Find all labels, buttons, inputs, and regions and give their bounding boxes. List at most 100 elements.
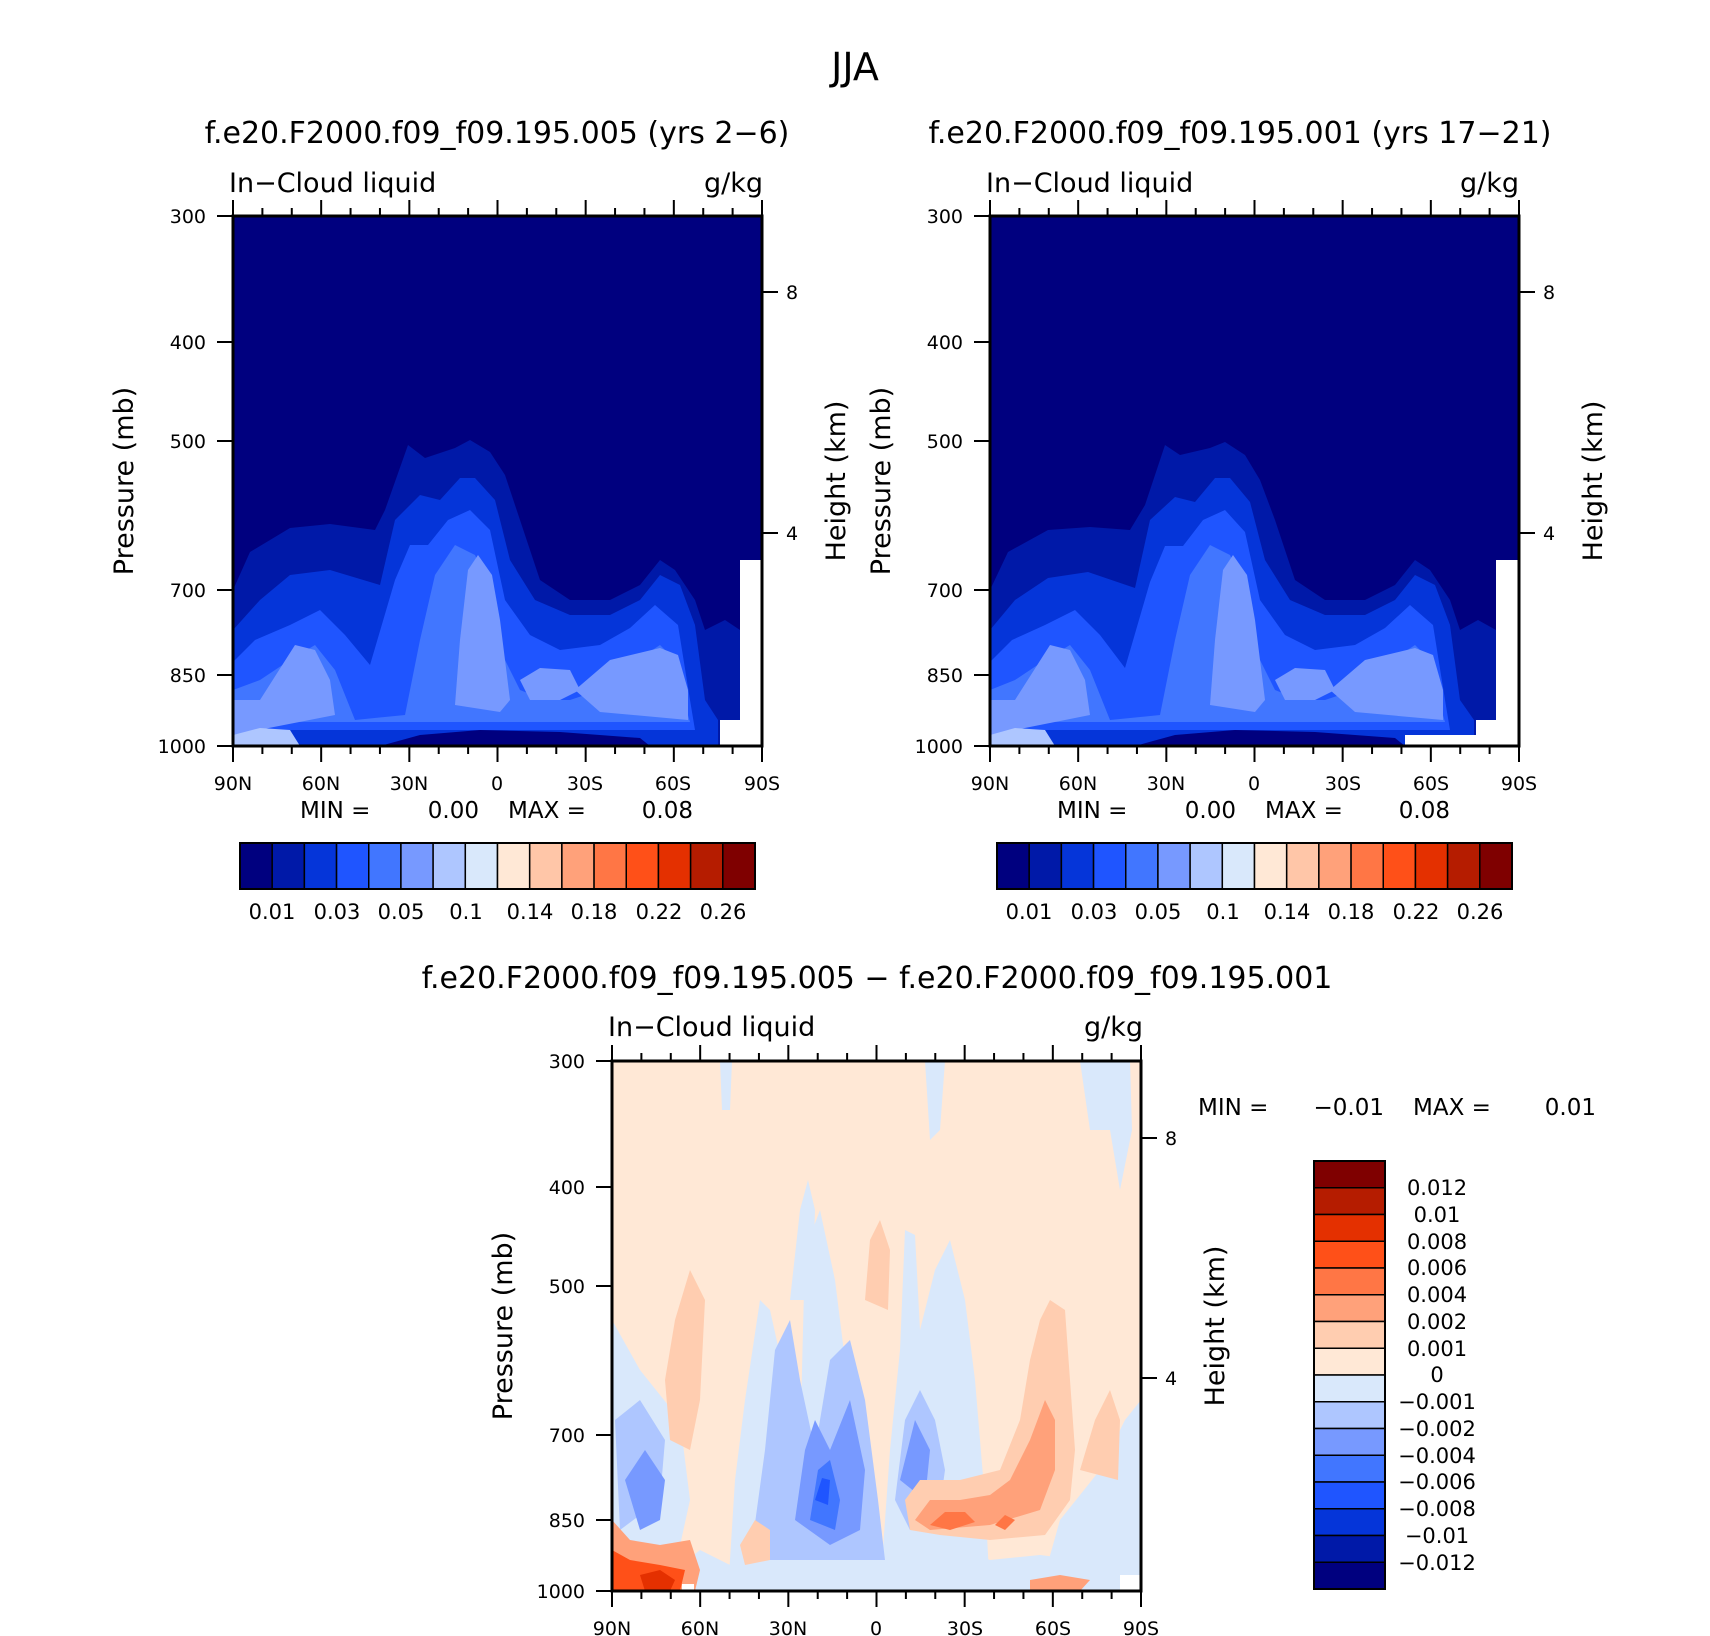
colorbar-label: 0.012: [1407, 1176, 1467, 1200]
colorbar-frame: [996, 842, 1513, 890]
y-tick-label: 500: [170, 431, 206, 453]
y-tick-label: 700: [170, 580, 206, 602]
max-value: 0.08: [1399, 798, 1450, 824]
colorbar-label: 0.01: [1006, 900, 1053, 924]
colorbar-frame: [239, 842, 756, 890]
y-tick-label: 300: [927, 206, 963, 228]
colorbar-swatch: [239, 842, 273, 890]
colorbar-label: −0.006: [1398, 1470, 1476, 1494]
x-tick-label: 60N: [302, 773, 340, 795]
panel-2-ticks: [974, 200, 1535, 762]
panel-2-title: f.e20.F2000.f09_f09.195.001 (yrs 17−21): [929, 116, 1552, 151]
panel-2-x-tick-labels: 90N 60N 30N 0 30S 60S 90S: [971, 773, 1537, 795]
max-value: 0.08: [642, 798, 693, 824]
colorbar-swatch: [1479, 842, 1513, 890]
panel-2-units-label: g/kg: [1460, 168, 1519, 199]
colorbar-swatch: [368, 842, 402, 890]
colorbar-swatch: [464, 842, 499, 890]
x-tick-label: 30S: [947, 1618, 983, 1636]
colorbar-label: 0.14: [1264, 900, 1311, 924]
panel-3-title: f.e20.F2000.f09_f09.195.005 − f.e20.F200…: [422, 961, 1333, 996]
colorbar-swatch: [1313, 1481, 1386, 1510]
y-tick-label: 400: [170, 332, 206, 354]
panel-2: f.e20.F2000.f09_f09.195.001 (yrs 17−21) …: [866, 116, 1609, 924]
panel-2-y2-tick-labels: 8 4: [1543, 282, 1555, 545]
y-tick-label: 1000: [158, 736, 206, 758]
colorbar-swatch: [561, 842, 595, 890]
panel-1-title: f.e20.F2000.f09_f09.195.005 (yrs 2−6): [205, 116, 790, 151]
colorbar-label: 0.22: [1393, 900, 1440, 924]
colorbar-swatch: [1313, 1561, 1386, 1590]
x-tick-label: 30S: [1325, 773, 1361, 795]
panel-3-ticks: [596, 1045, 1157, 1607]
colorbar-label: 0.006: [1407, 1256, 1467, 1280]
colorbar-label: 0.001: [1407, 1337, 1467, 1361]
y-tick-label: 1000: [915, 736, 963, 758]
x-tick-label: 90N: [593, 1618, 631, 1636]
colorbar-label: 0.008: [1407, 1230, 1467, 1254]
panel-3: f.e20.F2000.f09_f09.195.005 − f.e20.F200…: [422, 961, 1596, 1636]
colorbar-label: 0.03: [1071, 900, 1118, 924]
y2-tick-label: 8: [786, 282, 798, 304]
x-tick-label: 0: [491, 773, 503, 795]
colorbar-swatch: [1253, 842, 1288, 890]
colorbar-swatch: [496, 842, 531, 890]
colorbar-swatch: [1285, 842, 1320, 890]
colorbar-swatch: [722, 842, 756, 890]
min-value: −0.01: [1314, 1095, 1384, 1121]
y2-tick-label: 8: [1543, 282, 1555, 304]
min-value: 0.00: [428, 798, 479, 824]
colorbar-swatch: [303, 842, 338, 890]
panel-2-y2-axis-title: Height (km): [1578, 401, 1609, 562]
x-tick-label: 30N: [1147, 773, 1185, 795]
panel-1-variable-label: In−Cloud liquid: [229, 168, 436, 199]
min-label: MIN =: [1057, 798, 1127, 824]
y2-tick-label: 8: [1165, 1128, 1177, 1150]
y-tick-label: 850: [927, 665, 963, 687]
panel-1-y-axis-title: Pressure (mb): [109, 387, 140, 575]
colorbar-swatch: [1157, 842, 1191, 890]
max-label: MAX =: [1265, 798, 1343, 824]
colorbar-label: 0.01: [249, 900, 296, 924]
colorbar-swatch: [1318, 842, 1352, 890]
panel-1-ticks: [217, 200, 778, 762]
max-label: MAX =: [1413, 1095, 1491, 1121]
panel-1-y2-axis-title: Height (km): [821, 401, 852, 562]
colorbar-swatch: [1313, 1294, 1386, 1323]
colorbar-label: 0: [1430, 1363, 1443, 1387]
colorbar-label: −0.01: [1405, 1524, 1469, 1548]
colorbar-swatch: [689, 842, 724, 890]
colorbar-swatch: [1125, 842, 1159, 890]
panel-2-y-tick-labels: 300 400 500 700 850 1000: [915, 206, 963, 758]
panel-3-y2-axis-title: Height (km): [1200, 1246, 1231, 1407]
panel-1-y2-tick-labels: 8 4: [786, 282, 798, 545]
y-tick-label: 700: [549, 1425, 585, 1447]
max-value: 0.01: [1545, 1095, 1596, 1121]
panel-3-y2-tick-labels: 8 4: [1165, 1128, 1177, 1390]
x-tick-label: 30S: [567, 773, 603, 795]
y-tick-label: 850: [549, 1510, 585, 1532]
colorbar-swatch: [1313, 1213, 1386, 1242]
colorbar-swatch: [1313, 1187, 1386, 1216]
y-tick-label: 500: [927, 431, 963, 453]
y2-tick-label: 4: [786, 523, 798, 545]
y-tick-label: 400: [549, 1177, 585, 1199]
panel-3-plot-area: [612, 1061, 1141, 1591]
colorbar-swatch: [593, 842, 627, 890]
colorbar-label: 0.26: [700, 900, 747, 924]
colorbar-label: 0.18: [571, 900, 618, 924]
panel-1-colorbar: 0.01 0.03 0.05 0.1 0.14 0.18 0.22 0.26: [239, 842, 756, 924]
panel-1-stats: MIN = 0.00 MAX = 0.08: [300, 798, 693, 824]
panel-2-y-axis-title: Pressure (mb): [866, 387, 897, 575]
colorbar-swatch: [1313, 1267, 1386, 1296]
colorbar-label: 0.26: [1457, 900, 1504, 924]
y-tick-label: 300: [549, 1051, 585, 1073]
colorbar-label: 0.22: [636, 900, 683, 924]
colorbar-swatch: [657, 842, 692, 890]
panel-2-colorbar: 0.01 0.03 0.05 0.1 0.14 0.18 0.22 0.26: [996, 842, 1513, 924]
x-tick-label: 90N: [971, 773, 1009, 795]
x-tick-label: 0: [1248, 773, 1260, 795]
colorbar-swatch: [1313, 1347, 1386, 1376]
x-tick-label: 90S: [1123, 1618, 1159, 1636]
colorbar-swatch: [271, 842, 306, 890]
